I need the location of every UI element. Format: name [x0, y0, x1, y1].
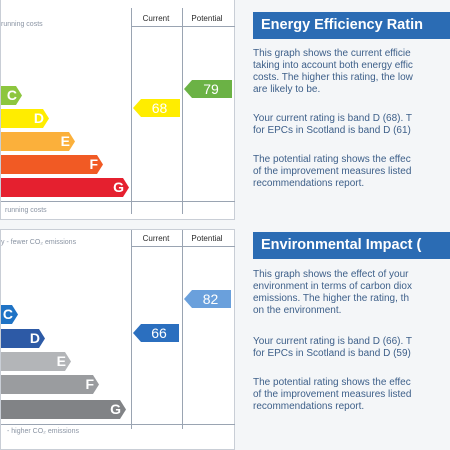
ei-potential-text: The potential rating shows the effec of … [253, 377, 412, 412]
ee-description: This graph shows the current efficie tak… [253, 48, 413, 95]
ee-col-potential: Potential [191, 14, 223, 23]
ee-divider-2 [182, 8, 183, 214]
ee-divider-1 [131, 8, 132, 214]
ee-bottom-caption: running costs [5, 207, 47, 214]
ee-band-c: C [1, 86, 22, 105]
ei-footer-rule [1, 424, 235, 425]
ei-divider-1 [131, 230, 132, 429]
ee-band-g: G [1, 178, 129, 197]
ee-current-rating: 68 [133, 99, 180, 117]
ei-potential-rating: 82 [184, 290, 231, 308]
ee-potential-text: The potential rating shows the effec of … [253, 154, 412, 189]
ei-current-rating: 66 [133, 324, 179, 342]
ei-bottom-caption: - higher CO₂ emissions [7, 428, 79, 435]
ei-description: This graph shows the effect of your envi… [253, 269, 412, 316]
energy-efficiency-chart: running costs Current Potential C D E F … [0, 0, 235, 220]
ei-band-e: E [1, 352, 71, 371]
environmental-impact-chart: y - fewer CO₂ emissions Current Potentia… [0, 229, 235, 450]
ei-band-g: G [1, 400, 126, 419]
ee-band-e: E [1, 132, 75, 151]
ee-band-d: D [1, 109, 49, 128]
ee-current-band-text: Your current rating is band D (68). T fo… [253, 113, 412, 136]
ei-top-caption: y - fewer CO₂ emissions [1, 239, 77, 246]
ee-heading: Energy Efficiency Ratin [253, 12, 450, 39]
ee-top-caption: running costs [1, 21, 43, 28]
ei-heading: Environmental Impact ( [253, 232, 450, 259]
ee-header-rule [131, 26, 235, 27]
ei-band-d: D [1, 329, 45, 348]
ei-header-rule [131, 246, 235, 247]
ei-divider-2 [182, 230, 183, 429]
ei-current-band-text: Your current rating is band D (66). T fo… [253, 336, 412, 359]
ee-col-current: Current [142, 14, 170, 23]
ei-band-f: F [1, 375, 99, 394]
ei-col-potential: Potential [191, 234, 223, 243]
ee-footer-rule [1, 201, 235, 202]
ei-col-current: Current [142, 234, 170, 243]
ei-band-c: C [1, 305, 18, 324]
ee-potential-rating: 79 [184, 80, 232, 98]
ee-band-f: F [1, 155, 103, 174]
